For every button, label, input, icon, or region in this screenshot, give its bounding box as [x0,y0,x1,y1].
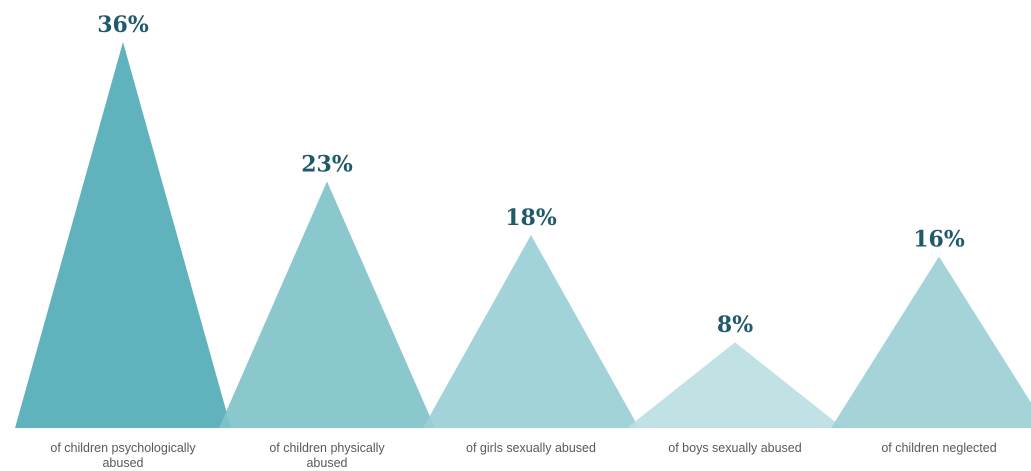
value-label-1: 36% [97,12,149,38]
triangle-mark-4 [627,342,843,428]
category-label-4: of boys sexually abused [668,441,801,455]
value-label-2: 23% [301,151,353,177]
category-label-5: of children neglected [881,441,996,455]
value-label-5: 16% [913,226,965,252]
triangle-mark-3 [423,235,639,428]
triangle-mark-5 [831,256,1031,428]
category-label-1: of children psychologically abused [50,441,196,470]
category-label-3: of girls sexually abused [466,441,596,455]
value-labels: 36% 23% 18% 8% 16% [97,12,965,338]
triangle-mark-1 [15,42,231,428]
value-label-4: 8% [717,312,753,338]
category-labels: of children psychologically abused of chil… [50,441,996,470]
chart-marks [15,42,1031,428]
triangle-mark-2 [219,181,435,428]
category-label-2: of children physically abused [269,441,385,470]
value-label-3: 18% [505,205,557,231]
